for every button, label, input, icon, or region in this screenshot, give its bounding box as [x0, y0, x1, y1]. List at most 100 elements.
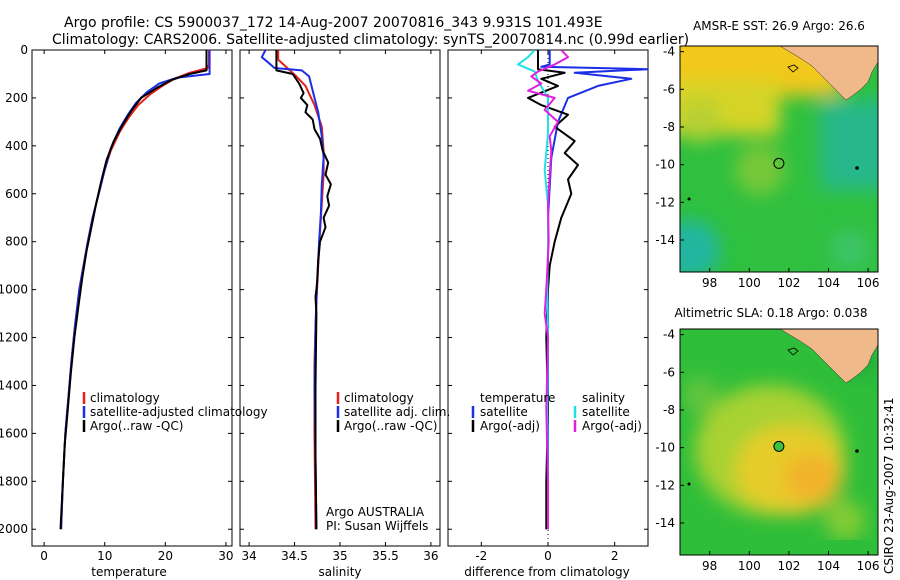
side-timestamp-label: CSIRO 23-Aug-2007 10:32:41 — [882, 398, 896, 574]
sal-xtick-label: 35 — [332, 549, 347, 563]
sst-map-ytick-label: -8 — [663, 120, 675, 134]
diff-legend-sal-satellite: satellite — [582, 405, 630, 419]
sst-map-ytick-label: -10 — [655, 158, 675, 172]
difference-xlabel: difference from climatology — [464, 565, 630, 579]
temperature-panel: 0 10 20 30 0 200 400 600 800 1000 1200 1400 1600 1800… — [0, 43, 268, 579]
sla-map-xtick-label: 98 — [702, 559, 717, 573]
sst-map-ytick-label: -14 — [655, 233, 675, 247]
header-line-1: Argo profile: CS 5900037_172 14-Aug-2007… — [64, 15, 603, 31]
diff-legend-temp-satellite: satellite — [480, 405, 528, 419]
sal-xtick-label: 34.5 — [281, 549, 308, 563]
temp-legend-satellite: satellite-adjusted climatology — [90, 405, 268, 419]
temp-ytick-label: 800 — [5, 235, 28, 249]
sst-map-axis-ticks: 98 100 102 104 106 -4 -6 -8 -10 -12 -14 — [655, 45, 879, 290]
temperature-axis-ticks: 0 10 20 30 0 200 400 600 800 1000 1200 1400 1600 1800… — [0, 43, 234, 563]
sla-map-ytick-label: -6 — [663, 365, 675, 379]
sla-map-islet-west — [687, 482, 691, 486]
temp-ytick-label: 600 — [5, 187, 28, 201]
sst-map-title: AMSR-E SST: 26.9 Argo: 26.6 — [693, 19, 865, 33]
sla-map-ytick-label: -4 — [663, 328, 675, 342]
sla-map-frame — [679, 328, 879, 556]
difference-legend: temperature salinity satellite Argo(-adj… — [471, 391, 642, 433]
salinity-annotation-line-2: PI: Susan Wijffels — [326, 519, 428, 533]
salinity-panel: 34 34.5 35 35.5 36 salinity climatology sate… — [239, 49, 450, 579]
sst-map-xtick-label: 100 — [738, 276, 761, 290]
temp-series-climatology — [60, 50, 210, 530]
salinity-axis-ticks: 34 34.5 35 35.5 36 — [240, 49, 440, 563]
sal-legend-satellite: satellite adj. clim. — [344, 405, 450, 419]
sst-map-panel: AMSR-E SST: 26.9 Argo: 26.6 98 100 102 104 1… — [655, 19, 879, 290]
sst-map-frame — [679, 45, 879, 273]
diff-xtick-label: 2 — [611, 549, 619, 563]
sla-map-xtick-label: 106 — [857, 559, 880, 573]
diff-series-salinity-satellite — [517, 50, 549, 530]
sal-xtick-label: 34 — [241, 549, 256, 563]
sst-map-xtick-label: 104 — [817, 276, 840, 290]
temperature-legend: climatology satellite-adjusted climatolo… — [82, 391, 268, 433]
sal-xtick-label: 36 — [423, 549, 438, 563]
sst-map-field — [680, 46, 878, 272]
sla-map-title: Altimetric SLA: 0.18 Argo: 0.038 — [674, 306, 867, 320]
sst-map-xtick-label: 106 — [857, 276, 880, 290]
temp-legend-climatology: climatology — [90, 391, 160, 405]
diff-legend-temperature-title: temperature — [480, 391, 555, 405]
diff-legend-temp-argo: Argo(-adj) — [480, 419, 540, 433]
sla-map-field — [682, 344, 876, 540]
salinity-annotation-line-1: Argo AUSTRALIA — [326, 505, 425, 519]
temp-ytick-label: 0 — [20, 43, 28, 57]
sal-series-argo-raw-qc — [275, 50, 332, 530]
temperature-xlabel: temperature — [91, 565, 166, 579]
diff-legend-sal-argo: Argo(-adj) — [582, 419, 642, 433]
diff-legend-salinity-title: salinity — [582, 391, 625, 405]
difference-series — [517, 50, 648, 530]
sst-map-island — [787, 64, 799, 73]
temp-ytick-label: 1800 — [0, 474, 28, 488]
sst-map-islet-east — [855, 166, 859, 170]
sst-map-xtick-label: 102 — [777, 276, 800, 290]
temp-ytick-label: 200 — [5, 91, 28, 105]
sal-xtick-label: 35.5 — [372, 549, 399, 563]
sla-map-ytick-label: -14 — [655, 516, 675, 530]
salinity-axes-box — [239, 49, 441, 547]
diff-xtick-label: 0 — [544, 549, 552, 563]
temperature-axes-box — [31, 49, 233, 547]
temp-ytick-label: 1600 — [0, 426, 28, 440]
sal-legend-climatology: climatology — [344, 391, 414, 405]
sst-map-ytick-label: -6 — [663, 82, 675, 96]
salinity-series — [260, 50, 332, 530]
temp-xtick-label: 20 — [158, 549, 173, 563]
header-line-2: Climatology: CARS2006. Satellite-adjuste… — [52, 32, 689, 48]
sla-map-ytick-label: -8 — [663, 403, 675, 417]
sst-argo-position-marker — [773, 157, 785, 169]
sla-map-xtick-label: 104 — [817, 559, 840, 573]
sla-map-land — [779, 329, 878, 384]
sla-argo-position-marker — [773, 440, 785, 452]
temp-ytick-label: 1200 — [0, 331, 28, 345]
sla-map-island — [787, 347, 799, 356]
sst-map-xtick-label: 98 — [702, 276, 717, 290]
sst-map-ytick-label: -12 — [655, 195, 675, 209]
temp-xtick-label: 0 — [40, 549, 48, 563]
temp-series-satellite-adjusted-climatology — [60, 50, 211, 530]
temp-series-argo-raw-qc — [59, 50, 208, 530]
temp-legend-argo: Argo(..raw -QC) — [90, 419, 183, 433]
sla-map-ytick-label: -10 — [655, 441, 675, 455]
temp-ytick-label: 1000 — [0, 283, 28, 297]
sst-map-land — [779, 46, 878, 101]
temp-ytick-label: 2000 — [0, 522, 28, 536]
sst-map-islet-west — [687, 197, 691, 201]
sla-map-panel: Altimetric SLA: 0.18 Argo: 0.038 98 100 10… — [655, 306, 879, 573]
diff-series-temperature-argo-adj — [527, 50, 579, 530]
sla-map-axis-ticks: 98 100 102 104 106 -4 -6 -8 -10 -12 -14 — [655, 328, 879, 573]
difference-panel: -2 0 2 difference from climatology tempera… — [447, 49, 649, 579]
salinity-legend: climatology satellite adj. clim. Argo(..… — [336, 391, 450, 433]
temp-ytick-label: 1400 — [0, 378, 28, 392]
diff-xtick-label: -2 — [475, 549, 487, 563]
sla-map-xtick-label: 102 — [777, 559, 800, 573]
diff-series-salinity-argo-adj — [527, 50, 569, 530]
temperature-series — [59, 50, 211, 530]
sal-legend-argo: Argo(..raw -QC) — [344, 419, 437, 433]
sst-map-ytick-label: -4 — [663, 45, 675, 59]
sla-map-islet-east — [855, 449, 859, 453]
